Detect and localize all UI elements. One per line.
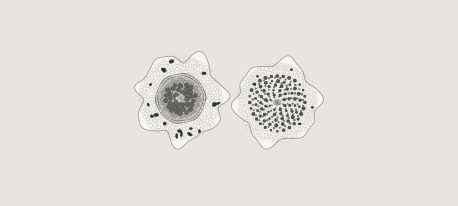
Ellipse shape (150, 115, 153, 118)
Ellipse shape (198, 130, 201, 133)
Polygon shape (159, 77, 203, 120)
Ellipse shape (177, 130, 181, 133)
Polygon shape (248, 74, 307, 132)
Ellipse shape (256, 76, 259, 78)
Polygon shape (267, 93, 287, 113)
Ellipse shape (212, 103, 216, 107)
Polygon shape (257, 83, 297, 123)
Ellipse shape (187, 133, 190, 135)
Polygon shape (262, 88, 292, 118)
Polygon shape (272, 98, 283, 108)
Ellipse shape (252, 83, 256, 86)
Ellipse shape (311, 107, 314, 109)
Ellipse shape (188, 134, 192, 136)
Ellipse shape (175, 134, 178, 139)
Ellipse shape (153, 114, 158, 117)
Ellipse shape (290, 69, 293, 71)
Polygon shape (135, 52, 230, 149)
Ellipse shape (169, 60, 174, 64)
Polygon shape (253, 78, 302, 128)
Polygon shape (248, 74, 307, 132)
Ellipse shape (202, 73, 206, 75)
Polygon shape (267, 93, 287, 113)
Ellipse shape (163, 122, 167, 126)
Ellipse shape (149, 84, 152, 87)
Ellipse shape (298, 123, 301, 125)
Polygon shape (231, 56, 323, 150)
Ellipse shape (163, 69, 166, 73)
Polygon shape (248, 74, 307, 132)
Ellipse shape (180, 132, 182, 137)
Ellipse shape (162, 69, 165, 71)
Ellipse shape (273, 100, 281, 106)
Polygon shape (262, 88, 292, 118)
Polygon shape (272, 98, 283, 108)
Polygon shape (253, 78, 302, 128)
Ellipse shape (189, 128, 192, 130)
Ellipse shape (215, 103, 220, 105)
Ellipse shape (147, 103, 149, 107)
Polygon shape (257, 83, 297, 123)
Ellipse shape (161, 69, 164, 71)
Polygon shape (156, 74, 206, 124)
